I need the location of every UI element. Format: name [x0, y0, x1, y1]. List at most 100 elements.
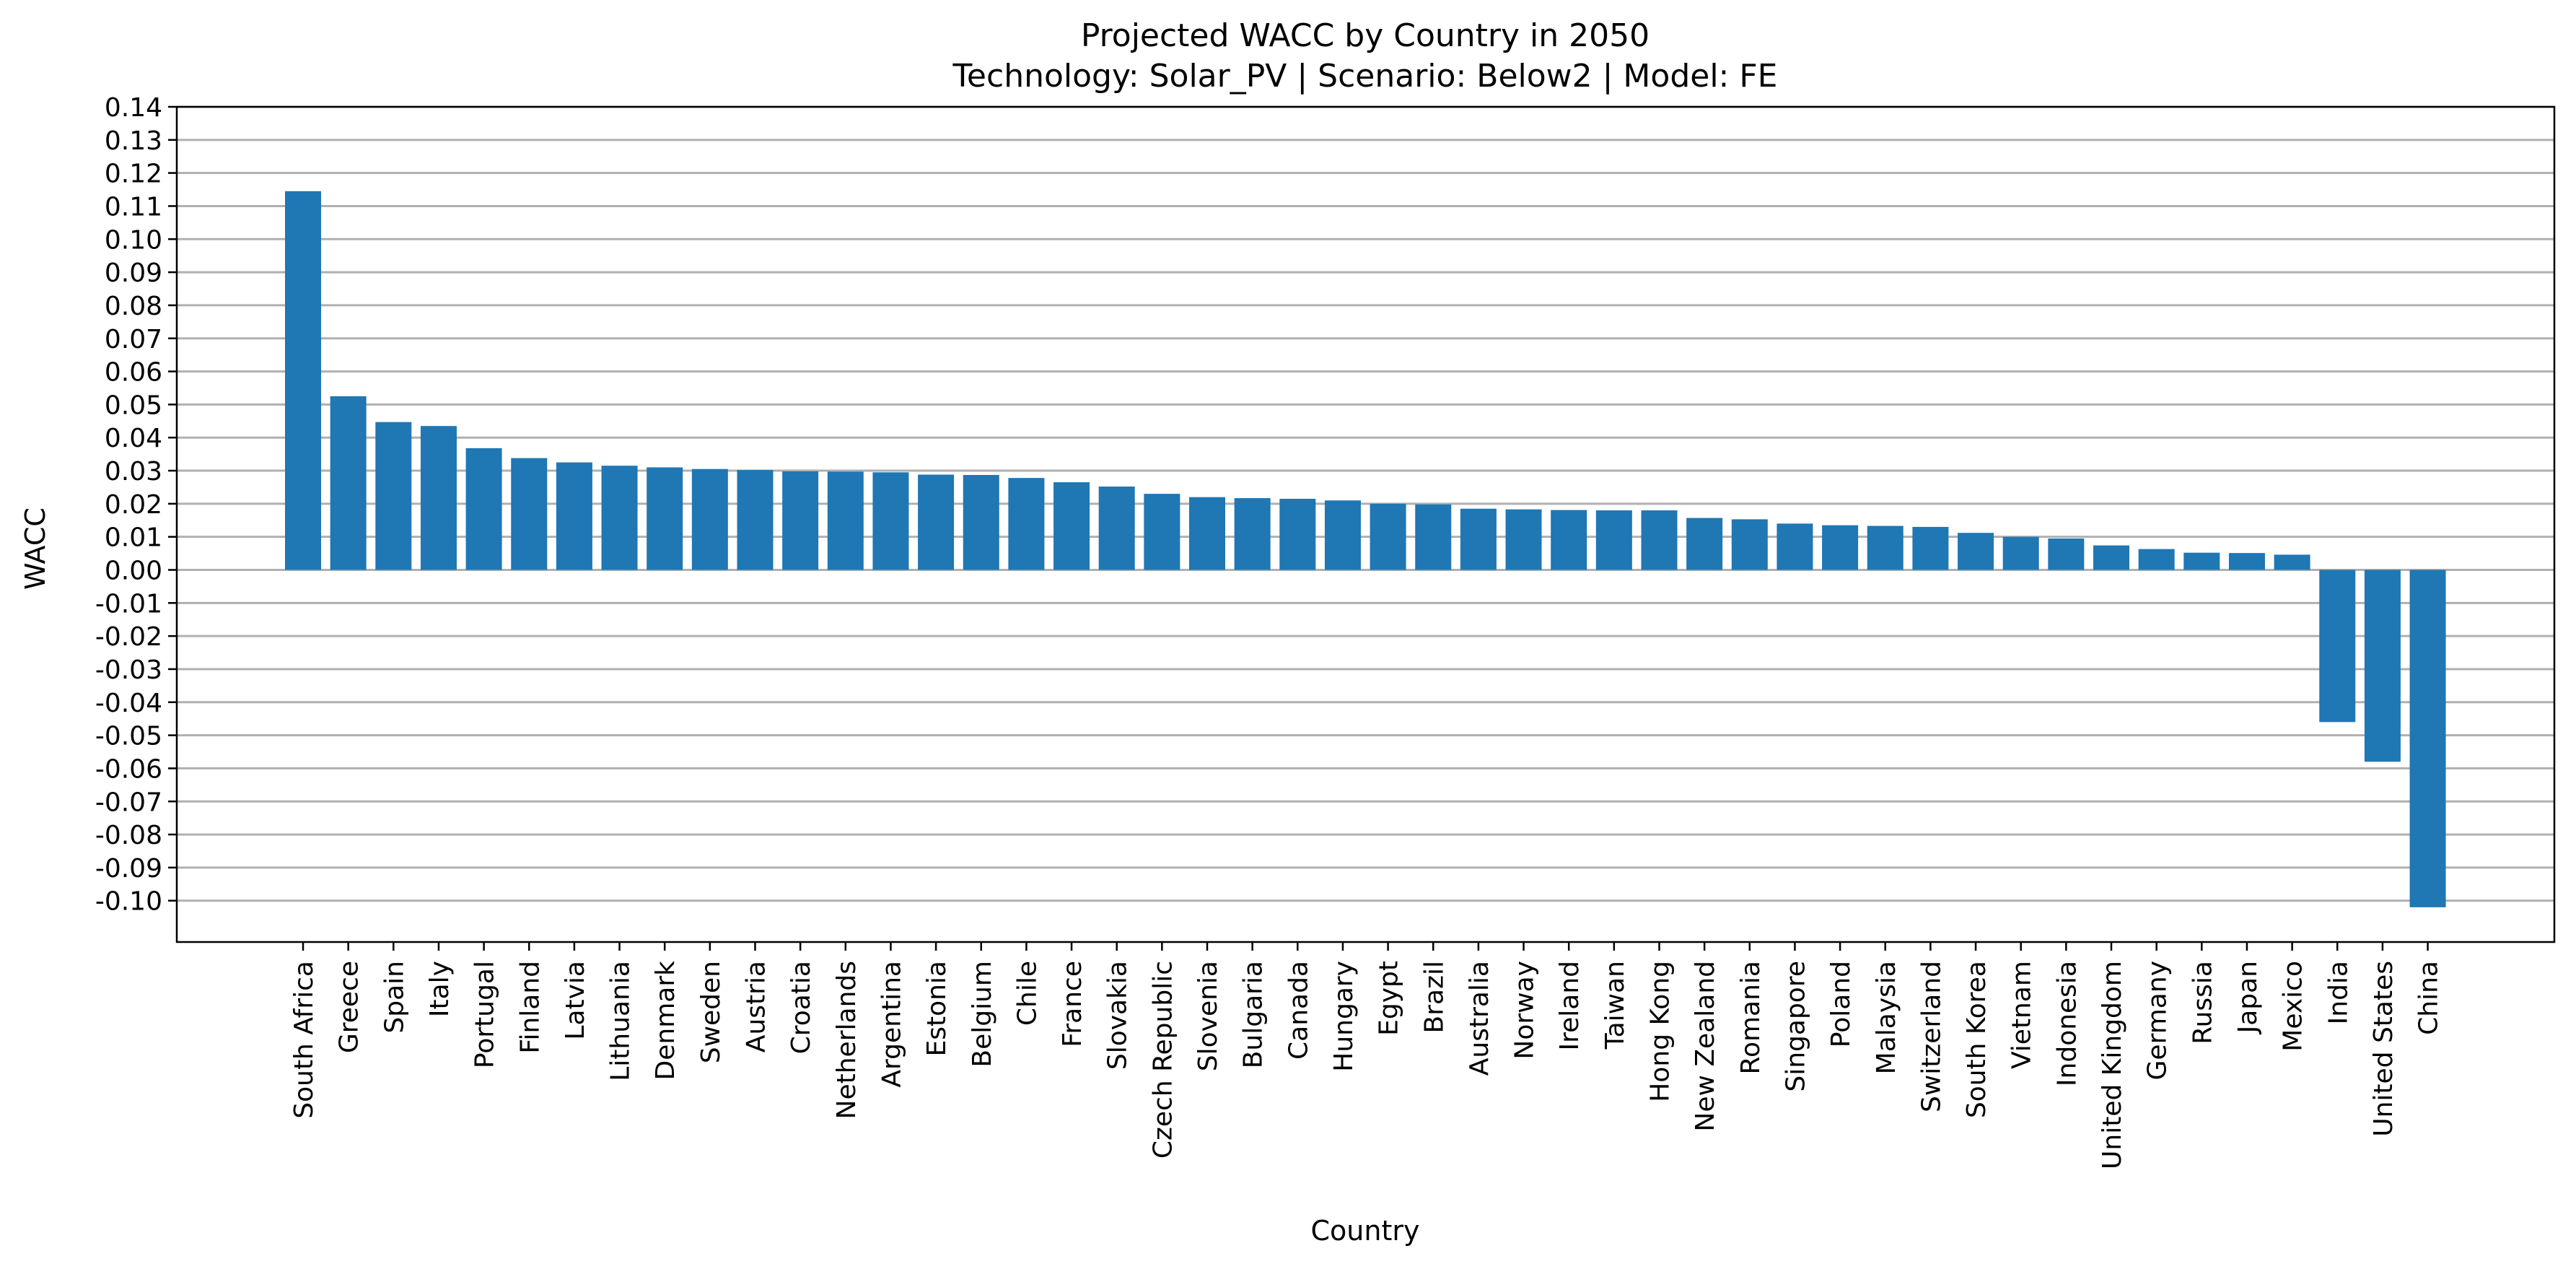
bar [1777, 523, 1813, 570]
bar [2319, 570, 2356, 723]
x-tick-label: France [1058, 961, 1087, 1047]
x-tick-label: Vietnam [2007, 961, 2037, 1069]
y-tick-label: 0.03 [105, 457, 162, 487]
bar [601, 466, 638, 570]
x-axis-label: Country [1311, 1215, 1420, 1247]
bar [1505, 509, 1542, 570]
bar [827, 471, 864, 570]
bar [872, 472, 909, 570]
plot-frame [175, 105, 2556, 943]
x-tick-label: Belgium [968, 961, 997, 1068]
bar [285, 191, 321, 570]
bar [2228, 553, 2265, 570]
bar [2274, 554, 2310, 570]
bar [1234, 498, 1271, 570]
bar [1822, 525, 1859, 570]
bar [1958, 533, 1994, 570]
y-axis-ticks: 0.140.13 0.12 0.110.100.09 0.08 0.07 0.06 0.05… [95, 93, 177, 917]
y-tick-label: -0.09 [95, 854, 162, 884]
bar [465, 448, 502, 570]
x-tick-label: Indonesia [2052, 961, 2082, 1086]
x-tick-label: Latvia [561, 961, 590, 1040]
y-tick-label: 0.06 [105, 358, 162, 388]
bar [330, 396, 367, 570]
x-tick-label: Mexico [2279, 961, 2308, 1052]
x-tick-label: Sweden [696, 961, 726, 1063]
bar [1595, 510, 1632, 570]
x-tick-label: Switzerland [1916, 961, 1946, 1112]
x-tick-label: Bulgaria [1239, 961, 1269, 1068]
y-tick-label: 0.14 [105, 93, 162, 123]
x-tick-label: Slovenia [1193, 961, 1223, 1071]
y-tick-label: 0.07 [105, 325, 162, 354]
y-tick-label: -0.05 [95, 722, 162, 751]
bar [737, 470, 774, 570]
x-tick-label: Spain [380, 961, 409, 1034]
x-tick-label: Finland [515, 961, 545, 1054]
x-tick-label: Hungary [1329, 961, 1359, 1072]
y-tick-label: 0.00 [105, 557, 162, 586]
chart-title: Projected WACC by Country in 2050 [1081, 17, 1650, 54]
x-tick-label: South Korea [1962, 961, 1992, 1118]
bar [2364, 570, 2401, 762]
x-tick-label: Lithuania [606, 961, 636, 1081]
bars [285, 191, 2446, 907]
x-tick-label: United Kingdom [2098, 961, 2127, 1169]
x-tick-label: Brazil [1419, 961, 1449, 1033]
bar [1460, 508, 1497, 570]
x-tick-label: Ireland [1555, 961, 1585, 1051]
y-tick-label: -0.04 [95, 689, 162, 718]
x-tick-label: Russia [2188, 961, 2217, 1045]
y-tick-label: -0.06 [95, 754, 162, 784]
y-tick-label: 0.02 [105, 490, 162, 520]
y-tick-label: 0.12 [105, 160, 162, 189]
x-tick-label: Denmark [651, 961, 680, 1081]
bar [2048, 538, 2085, 570]
y-tick-label: 0.05 [105, 391, 162, 420]
x-tick-label: Romania [1736, 961, 1766, 1074]
y-tick-label: 0.08 [105, 292, 162, 321]
x-tick-label: Argentina [877, 961, 906, 1088]
x-tick-label: Chile [1012, 961, 1042, 1026]
x-tick-label: Australia [1465, 961, 1494, 1076]
bar [1641, 510, 1678, 570]
bar [375, 422, 412, 570]
x-tick-label: Hong Kong [1646, 961, 1675, 1102]
x-tick-label: Portugal [470, 961, 500, 1068]
x-tick-label: Greece [335, 961, 364, 1053]
x-tick-label: Netherlands [832, 961, 862, 1119]
x-tick-label: Japan [2233, 961, 2263, 1034]
x-tick-label: New Zealand [1691, 961, 1720, 1132]
y-tick-label: 0.01 [105, 523, 162, 553]
x-tick-label: Malaysia [1872, 961, 1901, 1074]
bar [1053, 482, 1090, 570]
bar [1731, 519, 1768, 570]
y-tick-label: 0.09 [105, 258, 162, 288]
bar [1098, 487, 1135, 570]
y-tick-label: -0.02 [95, 622, 162, 652]
bar [1912, 526, 1949, 570]
x-tick-label: Estonia [922, 961, 952, 1057]
bar [2093, 545, 2129, 570]
x-tick-label: Croatia [787, 961, 816, 1054]
bar [556, 462, 592, 570]
x-tick-label: Czech Republic [1148, 961, 1178, 1159]
x-tick-label: South Africa [289, 961, 319, 1119]
bar [647, 467, 683, 570]
bar [782, 471, 819, 570]
x-tick-label: Norway [1510, 961, 1540, 1060]
bar [1415, 504, 1452, 570]
y-tick-label: 0.11 [105, 192, 162, 222]
bar [2002, 536, 2039, 570]
x-tick-label: Egypt [1375, 961, 1404, 1036]
chart-subtitle: Technology: Solar_PV | Scenario: Below2 … [952, 58, 1778, 95]
y-tick-label: -0.07 [95, 788, 162, 817]
bar [1144, 494, 1180, 570]
x-tick-label: Austria [742, 961, 771, 1052]
y-tick-label: -0.08 [95, 821, 162, 850]
bar [2409, 570, 2446, 907]
y-axis-label: WACC [19, 507, 51, 590]
bar [1279, 498, 1316, 570]
bar [2138, 549, 2175, 570]
